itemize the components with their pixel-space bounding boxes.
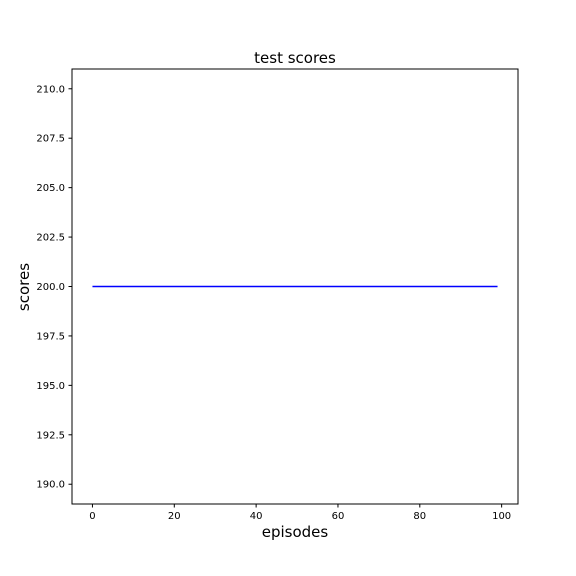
- x-tick-label: 20: [168, 511, 181, 522]
- y-tick-label: 192.5: [36, 430, 65, 441]
- x-tick-label: 0: [89, 511, 95, 522]
- y-tick-label: 195.0: [36, 381, 65, 392]
- x-axis-label: episodes: [262, 523, 329, 541]
- y-tick-label: 197.5: [36, 331, 65, 342]
- y-tick-label: 202.5: [36, 233, 65, 244]
- y-axis: 190.0 192.5 195.0 197.5 200.0 202.5 205.0 207.5…: [36, 84, 72, 491]
- x-tick-label: 100: [492, 511, 511, 522]
- y-tick-label: 190.0: [36, 480, 65, 491]
- x-tick-label: 80: [413, 511, 426, 522]
- y-tick-label: 210.0: [36, 84, 65, 95]
- y-tick-label: 205.0: [36, 183, 65, 194]
- x-axis: 0 20 40 60 80 100: [89, 504, 511, 522]
- y-tick-label: 200.0: [36, 282, 65, 293]
- x-tick-label: 40: [250, 511, 263, 522]
- x-tick-label: 60: [332, 511, 345, 522]
- y-axis-label: scores: [15, 263, 33, 311]
- y-tick-label: 207.5: [36, 134, 65, 145]
- chart-title: test scores: [254, 49, 336, 67]
- plot-frame: [71, 68, 519, 505]
